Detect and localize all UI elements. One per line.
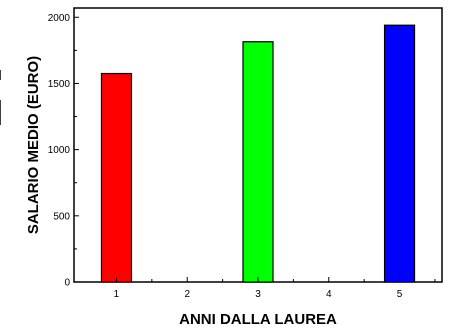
x-tick-label-4: 4 (326, 289, 332, 300)
bar-1 (100, 72, 133, 283)
x-tick-label-1: 1 (114, 289, 120, 300)
bar-5 (383, 24, 416, 283)
y-tick-label-500: 500 (53, 211, 70, 222)
y-tick-label-2000: 2000 (48, 13, 71, 24)
x-axis-title: ANNI DALLA LAUREA (179, 311, 337, 328)
y-tick-label-0: 0 (64, 278, 70, 289)
ticks-layer: 0 500 1000 1500 2000 1 2 3 4 5 (48, 13, 436, 300)
x-tick-label-2: 2 (184, 289, 190, 300)
y-axis-title: SALARIO MEDIO (EURO) (25, 56, 42, 234)
y-tick-label-1000: 1000 (48, 145, 71, 156)
x-tick-label-3: 3 (255, 289, 261, 300)
x-tick-label-5: 5 (397, 289, 403, 300)
y-tick-label-1500: 1500 (48, 79, 71, 90)
bar-3 (242, 41, 274, 283)
bars-layer (100, 24, 416, 283)
